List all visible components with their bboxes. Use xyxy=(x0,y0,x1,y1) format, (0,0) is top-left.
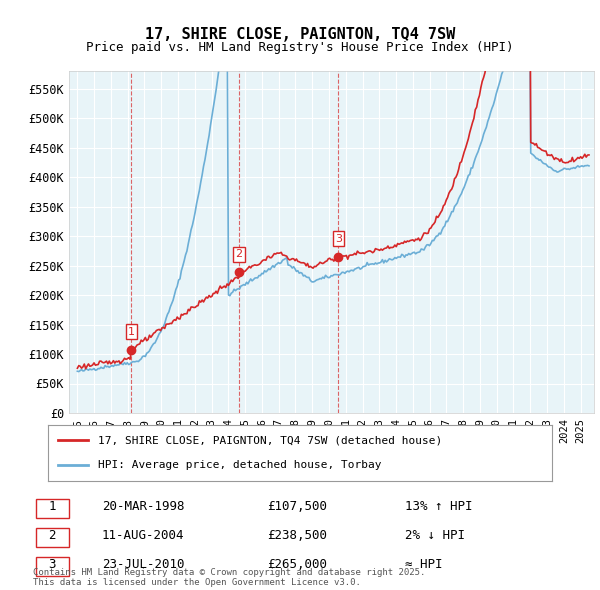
Text: 20-MAR-1998: 20-MAR-1998 xyxy=(102,500,184,513)
Text: 17, SHIRE CLOSE, PAIGNTON, TQ4 7SW: 17, SHIRE CLOSE, PAIGNTON, TQ4 7SW xyxy=(145,27,455,41)
Text: 23-JUL-2010: 23-JUL-2010 xyxy=(102,558,184,571)
Text: Contains HM Land Registry data © Crown copyright and database right 2025.
This d: Contains HM Land Registry data © Crown c… xyxy=(33,568,425,587)
Text: 2: 2 xyxy=(235,250,242,260)
Text: 3: 3 xyxy=(335,234,342,244)
Text: 11-AUG-2004: 11-AUG-2004 xyxy=(102,529,184,542)
Text: ≈ HPI: ≈ HPI xyxy=(406,558,443,571)
Text: 17, SHIRE CLOSE, PAIGNTON, TQ4 7SW (detached house): 17, SHIRE CLOSE, PAIGNTON, TQ4 7SW (deta… xyxy=(98,435,443,445)
Text: 1: 1 xyxy=(128,327,135,336)
Text: 13% ↑ HPI: 13% ↑ HPI xyxy=(406,500,473,513)
FancyBboxPatch shape xyxy=(35,528,68,547)
Text: £265,000: £265,000 xyxy=(268,558,328,571)
Text: 3: 3 xyxy=(49,558,56,571)
FancyBboxPatch shape xyxy=(35,557,68,576)
Text: £238,500: £238,500 xyxy=(268,529,328,542)
Text: £107,500: £107,500 xyxy=(268,500,328,513)
FancyBboxPatch shape xyxy=(35,499,68,518)
Text: Price paid vs. HM Land Registry's House Price Index (HPI): Price paid vs. HM Land Registry's House … xyxy=(86,41,514,54)
Text: 2: 2 xyxy=(49,529,56,542)
Text: 2% ↓ HPI: 2% ↓ HPI xyxy=(406,529,466,542)
Text: HPI: Average price, detached house, Torbay: HPI: Average price, detached house, Torb… xyxy=(98,460,382,470)
Text: 1: 1 xyxy=(49,500,56,513)
